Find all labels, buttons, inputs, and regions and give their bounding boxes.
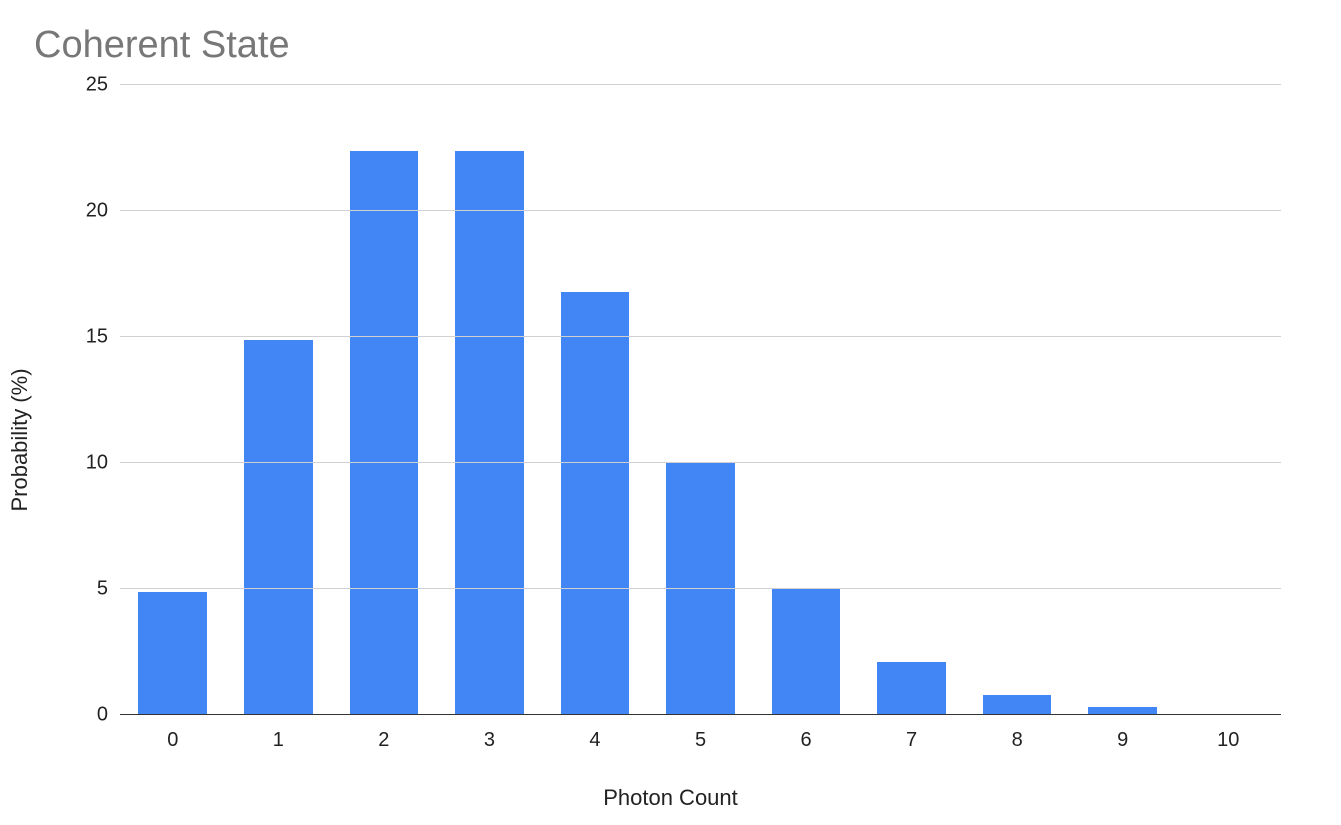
bar-slot: 4 (542, 85, 648, 715)
plot-area: 012345678910 0510152025 (120, 85, 1281, 715)
bar-slot: 6 (753, 85, 859, 715)
bar-slot: 1 (226, 85, 332, 715)
y-tick-label: 15 (70, 326, 120, 349)
y-tick-label: 10 (70, 452, 120, 475)
y-axis-label: Probability (%) (7, 368, 33, 511)
x-tick-label: 2 (378, 715, 389, 752)
y-tick-label: 25 (70, 74, 120, 97)
grid-line (120, 588, 1281, 589)
y-tick-label: 5 (70, 578, 120, 601)
chart-area: Probability (%) 012345678910 0510152025 … (30, 75, 1311, 805)
x-tick-label: 3 (484, 715, 495, 752)
bar (138, 592, 207, 715)
x-tick-label: 10 (1217, 715, 1239, 752)
x-tick-label: 9 (1117, 715, 1128, 752)
x-axis-baseline (120, 714, 1281, 715)
bar-slot: 5 (648, 85, 754, 715)
x-axis-label: Photon Count (30, 785, 1311, 811)
grid-line (120, 462, 1281, 463)
x-tick-label: 6 (800, 715, 811, 752)
bars-group: 012345678910 (120, 85, 1281, 715)
bar-slot: 7 (859, 85, 965, 715)
x-tick-label: 8 (1012, 715, 1023, 752)
bar (666, 463, 735, 715)
x-tick-label: 4 (589, 715, 600, 752)
chart-title: Coherent State (34, 24, 1311, 67)
x-tick-label: 7 (906, 715, 917, 752)
chart-container: Coherent State Probability (%) 012345678… (0, 0, 1341, 825)
bar-slot: 2 (331, 85, 437, 715)
x-tick-label: 1 (273, 715, 284, 752)
bar-slot: 10 (1175, 85, 1281, 715)
x-tick-label: 0 (167, 715, 178, 752)
bar (877, 662, 946, 715)
grid-line (120, 336, 1281, 337)
bar (350, 151, 419, 715)
y-tick-label: 0 (70, 704, 120, 727)
bar (772, 589, 841, 715)
grid-line (120, 84, 1281, 85)
bar (983, 695, 1052, 715)
bar (244, 340, 313, 715)
bar (561, 292, 630, 715)
bar-slot: 3 (437, 85, 543, 715)
bar-slot: 0 (120, 85, 226, 715)
bar (455, 151, 524, 715)
bar-slot: 9 (1070, 85, 1176, 715)
x-tick-label: 5 (695, 715, 706, 752)
grid-line (120, 210, 1281, 211)
bar-slot: 8 (964, 85, 1070, 715)
y-tick-label: 20 (70, 200, 120, 223)
